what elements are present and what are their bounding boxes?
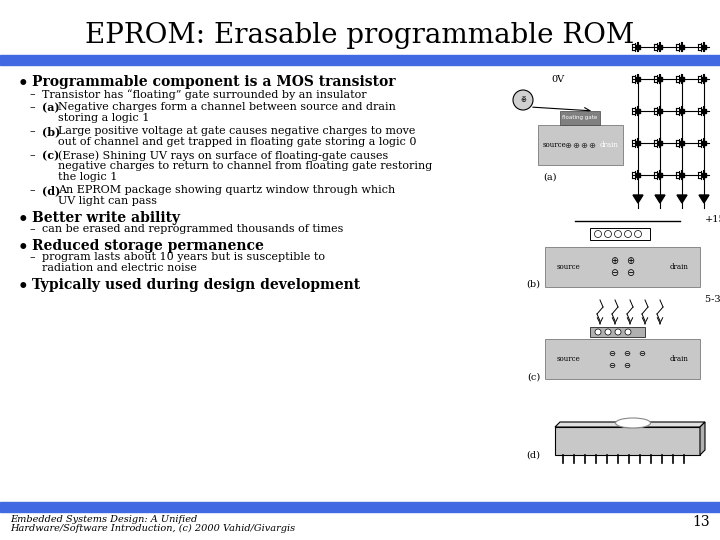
Bar: [555, 427, 700, 455]
Circle shape: [615, 329, 621, 335]
Circle shape: [624, 231, 631, 238]
Text: +15V: +15V: [705, 214, 720, 224]
Text: –: –: [30, 252, 35, 262]
Text: storing a logic 1: storing a logic 1: [58, 113, 149, 123]
Circle shape: [595, 231, 601, 238]
Text: An EPROM package showing quartz window through which: An EPROM package showing quartz window t…: [58, 185, 395, 195]
Text: ⊕̅: ⊕̅: [520, 97, 526, 103]
Text: (a): (a): [42, 102, 60, 113]
Text: Large positive voltage at gate causes negative charges to move: Large positive voltage at gate causes ne…: [58, 126, 415, 136]
Circle shape: [634, 231, 642, 238]
Text: •: •: [18, 75, 29, 92]
Text: Hardware/Software Introduction, (c) 2000 Vahid/Givargis: Hardware/Software Introduction, (c) 2000…: [10, 524, 295, 533]
Text: Reduced storage permanence: Reduced storage permanence: [32, 239, 264, 253]
Text: –: –: [30, 185, 35, 195]
Text: program lasts about 10 years but is susceptible to: program lasts about 10 years but is susc…: [42, 252, 325, 262]
Circle shape: [605, 231, 611, 238]
Text: (b): (b): [42, 126, 60, 137]
Text: ⊕: ⊕: [588, 140, 595, 150]
Text: 13: 13: [693, 515, 710, 529]
Text: ⊖: ⊖: [610, 268, 618, 278]
Bar: [538, 125, 623, 165]
Text: (d): (d): [42, 185, 60, 196]
Text: –: –: [30, 224, 35, 234]
Text: out of channel and get trapped in floating gate storing a logic 0: out of channel and get trapped in floati…: [58, 137, 416, 147]
Text: negative charges to return to channel from floating gate restoring: negative charges to return to channel fr…: [58, 161, 432, 171]
Text: ⊕: ⊕: [610, 256, 618, 266]
Text: –: –: [30, 102, 35, 112]
Text: ⊖: ⊖: [626, 268, 634, 278]
Polygon shape: [655, 195, 665, 203]
Text: Better write ability: Better write ability: [32, 211, 180, 225]
Bar: [0, 55, 720, 65]
Text: •: •: [18, 211, 29, 228]
Text: ⊖: ⊖: [608, 348, 616, 357]
Text: –: –: [30, 89, 35, 99]
Bar: [590, 228, 650, 240]
Circle shape: [595, 329, 601, 335]
Text: source: source: [543, 141, 567, 149]
Polygon shape: [555, 422, 705, 427]
Text: ⊕: ⊕: [564, 140, 572, 150]
Polygon shape: [677, 195, 687, 203]
Bar: [590, 327, 645, 337]
Text: (c): (c): [527, 373, 540, 382]
Polygon shape: [633, 195, 643, 203]
Text: 0V: 0V: [552, 76, 564, 84]
Text: –: –: [30, 126, 35, 136]
Text: the logic 1: the logic 1: [58, 172, 117, 182]
Polygon shape: [699, 195, 709, 203]
Text: Transistor has “floating” gate surrounded by an insulator: Transistor has “floating” gate surrounde…: [42, 89, 366, 100]
Text: ⊕: ⊕: [580, 140, 588, 150]
Text: Typically used during design development: Typically used during design development: [32, 278, 360, 292]
Text: Negative charges form a channel between source and drain: Negative charges form a channel between …: [58, 102, 396, 112]
Text: source: source: [557, 355, 581, 363]
Text: ⊕: ⊕: [626, 256, 634, 266]
Text: EPROM: Erasable programmable ROM: EPROM: Erasable programmable ROM: [86, 22, 634, 49]
Text: •: •: [18, 278, 29, 295]
Text: radiation and electric noise: radiation and electric noise: [42, 263, 197, 273]
Circle shape: [614, 231, 621, 238]
Text: Programmable component is a MOS transistor: Programmable component is a MOS transist…: [32, 75, 395, 89]
Circle shape: [605, 329, 611, 335]
Polygon shape: [700, 422, 705, 455]
Text: drain: drain: [669, 355, 688, 363]
Circle shape: [513, 90, 533, 110]
Ellipse shape: [616, 418, 650, 428]
Text: •: •: [18, 239, 29, 256]
Text: ⊕: ⊕: [572, 140, 580, 150]
Text: ⊖: ⊖: [624, 348, 631, 357]
Text: drain: drain: [669, 263, 688, 271]
Text: –: –: [30, 150, 35, 160]
Circle shape: [625, 329, 631, 335]
Text: Embedded Systems Design: A Unified: Embedded Systems Design: A Unified: [10, 515, 197, 524]
Text: ⊖: ⊖: [624, 361, 631, 369]
Text: (c): (c): [42, 150, 59, 161]
Text: source: source: [557, 263, 581, 271]
Text: drain: drain: [599, 141, 618, 149]
Text: floating gate: floating gate: [562, 116, 598, 120]
Text: (Erase) Shining UV rays on surface of floating-gate causes: (Erase) Shining UV rays on surface of fl…: [58, 150, 388, 160]
Text: (a): (a): [543, 173, 557, 182]
Text: ⊖: ⊖: [608, 361, 616, 369]
Text: can be erased and reprogrammed thousands of times: can be erased and reprogrammed thousands…: [42, 224, 343, 234]
Bar: [560, 111, 600, 125]
Text: UV light can pass: UV light can pass: [58, 196, 157, 206]
Text: ⊖: ⊖: [639, 348, 646, 357]
Bar: [545, 247, 700, 287]
Bar: [0, 502, 720, 512]
Text: (b): (b): [526, 280, 540, 289]
Text: 5-30 min: 5-30 min: [705, 295, 720, 305]
Text: (d): (d): [526, 450, 540, 460]
Bar: [545, 339, 700, 379]
